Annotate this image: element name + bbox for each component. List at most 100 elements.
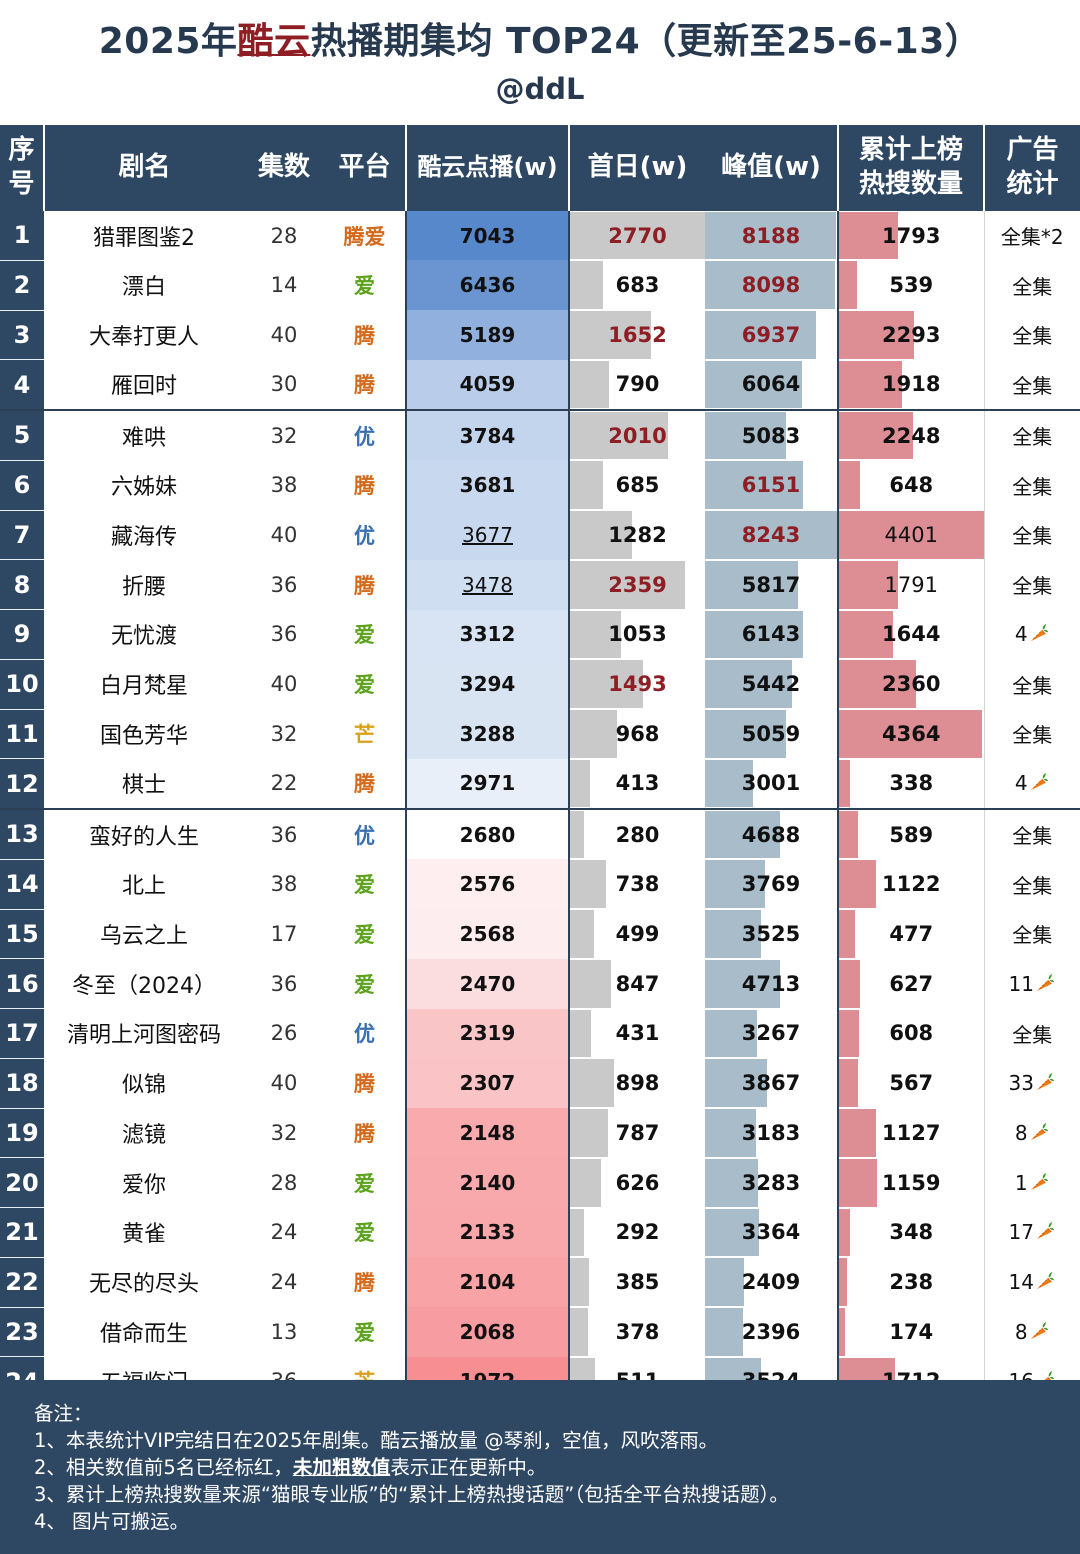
kuyun-value: 3312	[459, 622, 516, 647]
rank-cell: 17	[0, 1008, 44, 1059]
header-platform: 平台	[324, 125, 406, 211]
peak-cell: 4713	[705, 958, 839, 1009]
hot-search-value: 1159	[882, 1170, 941, 1195]
note-2: 2、相关数值前5名已经标红，未加粗数值表示正在更新中。	[34, 1456, 547, 1479]
peak-bar	[705, 710, 786, 758]
table-row: 6 六姊妹 38 腾 3681 685 6151 648 全集	[0, 460, 1080, 511]
platform-cell: 腾	[354, 474, 375, 499]
first-day-cell: 1493	[569, 659, 705, 709]
peak-value: 8188	[741, 223, 801, 248]
kuyun-cell: 2148	[405, 1108, 570, 1158]
first-day-bar	[570, 261, 604, 309]
first-day-cell: 626	[569, 1158, 705, 1208]
first-day-cell: 1282	[569, 510, 705, 560]
peak-value: 4688	[741, 822, 801, 847]
table-row: 17 清明上河图密码 26 优 2319 431 3267 608 全集	[0, 1008, 1080, 1059]
peak-cell: 2396	[705, 1307, 839, 1357]
platform-cell: 优	[354, 523, 375, 548]
hot-search-bar	[839, 1308, 845, 1356]
episode-count: 32	[270, 423, 298, 448]
peak-cell: 3283	[705, 1157, 839, 1208]
ad-stat-value: 全集	[1012, 324, 1053, 349]
kuyun-cell: 3294	[405, 659, 570, 709]
ad-stat-value: 全集	[1012, 824, 1053, 849]
header-ad: 广告 统计	[983, 125, 1080, 211]
header-peak: 峰值(w)	[705, 125, 838, 211]
hot-search-value: 1793	[882, 223, 941, 248]
ad-stat-value: 33	[1008, 1071, 1034, 1096]
rank-cell: 6	[0, 460, 44, 511]
peak-value: 6143	[741, 622, 801, 647]
hot-search-value: 4364	[882, 721, 941, 746]
platform-cell: 腾	[324, 359, 406, 412]
hot-search-value: 174	[889, 1319, 934, 1344]
first-day-cell: 385	[569, 1257, 705, 1307]
notes-title: 备注：	[34, 1402, 93, 1425]
drama-name: 清明上河图密码	[66, 1023, 221, 1049]
first-day-bar	[570, 311, 651, 359]
rank-cell: 5	[0, 410, 44, 461]
kuyun-cell: 2140	[405, 1157, 570, 1208]
drama-name: 大奉打更人	[88, 324, 199, 350]
hot-search-cell: 567	[838, 1058, 985, 1108]
rank-cell: 20	[0, 1157, 44, 1208]
hot-search-bar	[839, 1208, 851, 1257]
ad-stat-cell: 全集	[984, 659, 1080, 709]
kuyun-cell: 2680	[405, 809, 570, 860]
episode-count: 40	[270, 322, 298, 347]
peak-cell: 3867	[705, 1058, 839, 1108]
ad-stat-value: 8	[1014, 1319, 1028, 1344]
rank-cell: 1	[0, 211, 44, 261]
peak-cell: 6151	[705, 460, 839, 510]
first-day-bar	[570, 1258, 589, 1306]
rank-cell: 21	[0, 1207, 44, 1258]
ad-stat-value: 全集	[1012, 1022, 1053, 1047]
peak-cell: 5059	[705, 709, 839, 759]
drama-name: 北上	[121, 874, 166, 900]
first-day-value: 790	[615, 372, 660, 397]
hot-search-bar	[839, 610, 893, 659]
episode-count: 38	[270, 872, 298, 897]
ad-stat-cell: 全集	[984, 809, 1080, 859]
table-row: 3 大奉打更人 40 腾 5189 1652 6937 2293 全集	[0, 310, 1080, 361]
hot-search-bar	[839, 1158, 878, 1207]
rank-cell: 11	[0, 709, 44, 760]
kuyun-cell: 2104	[405, 1257, 570, 1307]
ad-stat-cell: 全集*2	[984, 211, 1080, 260]
first-day-value: 2359	[608, 572, 667, 597]
rank-cell: 9	[0, 609, 44, 660]
kuyun-cell: 3677	[405, 510, 570, 560]
drama-name: 无忧渡	[110, 624, 177, 650]
page-title: 2025年酷云热播期集均 TOP24（更新至25-6-13）	[98, 21, 982, 62]
peak-value: 2409	[741, 1270, 801, 1295]
episode-count: 22	[244, 758, 324, 811]
rank-cell: 4	[0, 359, 44, 412]
first-day-value: 499	[615, 921, 660, 946]
first-day-cell: 413	[569, 758, 705, 811]
hot-search-cell: 238	[838, 1257, 985, 1307]
episode-count: 36	[270, 622, 298, 647]
peak-value: 3183	[741, 1120, 801, 1145]
table-row: 8 折腰 36 腾 3478 2359 5817 1791 全集	[0, 559, 1080, 610]
episode-count: 14	[270, 273, 298, 298]
hot-search-cell: 348	[838, 1207, 985, 1258]
ad-stat-value: 全集	[1012, 425, 1053, 450]
first-day-bar	[570, 910, 595, 958]
ad-stat-cell: 全集	[984, 709, 1080, 759]
first-day-value: 787	[615, 1120, 660, 1145]
ad-stat-value: 全集	[1012, 574, 1053, 599]
ad-stat-cell: 1	[984, 1158, 1080, 1208]
header-kuyun: 酷云点播(w)	[405, 125, 569, 211]
table-row: 23 借命而生 13 爱 2068 378 2396 174 8	[0, 1307, 1080, 1358]
hot-search-cell: 1918	[838, 359, 985, 412]
episode-count: 38	[270, 473, 298, 498]
hot-search-bar	[839, 1059, 858, 1107]
peak-cell: 6143	[705, 609, 839, 660]
drama-name: 棋士	[44, 758, 244, 811]
drama-name: 藏海传	[110, 524, 177, 550]
episode-count: 26	[270, 1021, 298, 1046]
peak-cell: 6937	[705, 310, 839, 360]
table-row: 2 漂白 14 爱 6436 683 8098 539 全集	[0, 260, 1080, 311]
hot-search-value: 338	[889, 771, 934, 796]
header-name: 剧名	[43, 125, 244, 211]
